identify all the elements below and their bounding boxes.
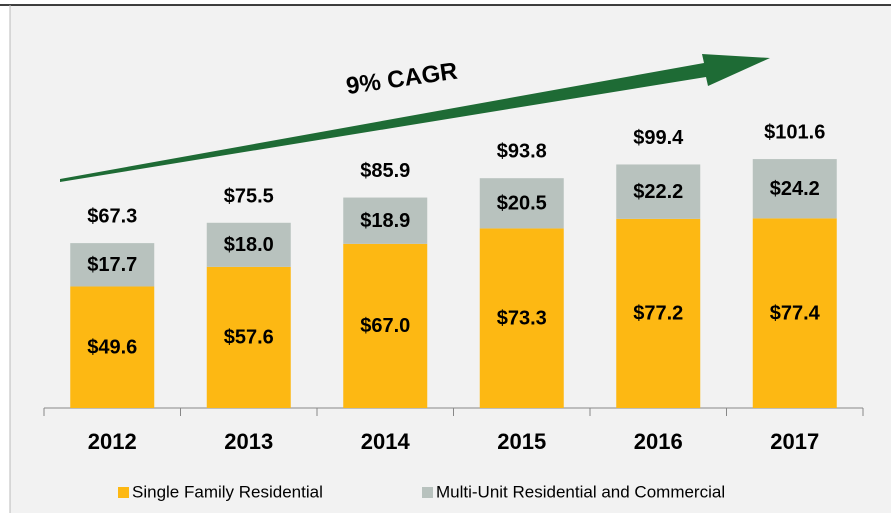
bar-segment [616, 218, 701, 408]
bar-segment [206, 222, 291, 267]
bar-segment [479, 228, 564, 408]
legend-label: Single Family Residential [132, 482, 323, 501]
total-label: $93.8 [497, 140, 547, 162]
total-label: $85.9 [360, 160, 410, 182]
x-tick-label: 2015 [497, 429, 546, 454]
bar-segment [616, 164, 701, 219]
bar-segment [343, 243, 428, 408]
x-tick-label: 2014 [361, 429, 411, 454]
x-tick-label: 2016 [634, 429, 683, 454]
value-label: $20.5 [497, 193, 547, 215]
value-label: $18.0 [224, 234, 274, 256]
bar-segment [206, 266, 291, 408]
x-tick-label: 2013 [224, 429, 273, 454]
value-label: $18.9 [360, 210, 410, 232]
bar-segment [479, 178, 564, 229]
value-label: $24.2 [770, 178, 820, 200]
bar-segment [752, 218, 837, 408]
value-label: $49.6 [87, 337, 137, 359]
total-label: $99.4 [633, 127, 684, 149]
value-label: $22.2 [633, 181, 683, 203]
legend-swatch [422, 487, 433, 498]
total-label: $75.5 [224, 185, 274, 207]
panel [10, 5, 891, 513]
bar-segment [343, 197, 428, 244]
bar-segment [70, 286, 155, 408]
x-tick-label: 2017 [770, 429, 819, 454]
value-label: $77.2 [633, 303, 683, 325]
total-label: $67.3 [87, 205, 137, 227]
value-label: $17.7 [87, 254, 137, 276]
value-label: $57.6 [224, 327, 274, 349]
bar-segment [752, 159, 837, 219]
value-label: $73.3 [497, 307, 547, 329]
value-label: $77.4 [770, 302, 821, 324]
cagr-arrow [60, 54, 770, 182]
legend-swatch [118, 487, 129, 498]
legend-label: Multi-Unit Residential and Commercial [436, 482, 725, 501]
x-tick-label: 2012 [88, 429, 137, 454]
bar-segment [70, 243, 155, 287]
total-label: $101.6 [764, 121, 825, 143]
value-label: $67.0 [360, 315, 410, 337]
